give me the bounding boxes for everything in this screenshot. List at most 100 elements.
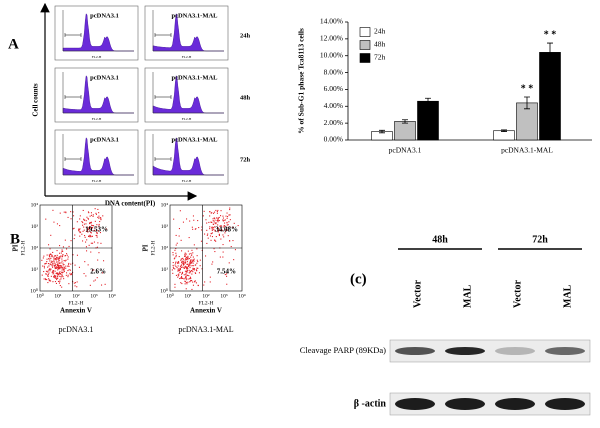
dot xyxy=(58,256,60,258)
dot xyxy=(228,221,230,223)
dot xyxy=(96,235,98,237)
dot xyxy=(202,215,204,217)
dot xyxy=(222,251,224,253)
dot xyxy=(55,282,57,284)
dot xyxy=(99,232,101,234)
error-bar xyxy=(379,129,385,134)
dot xyxy=(54,255,56,257)
dot xyxy=(61,269,63,271)
axis-label: PI xyxy=(12,244,20,251)
dot xyxy=(81,233,83,235)
dot xyxy=(94,229,96,231)
dot xyxy=(184,255,186,257)
dot xyxy=(192,256,194,258)
dot xyxy=(83,229,85,231)
dot xyxy=(65,265,67,267)
dot xyxy=(48,272,50,274)
dot xyxy=(192,269,194,271)
dot xyxy=(187,250,189,252)
blot-band xyxy=(495,398,535,410)
dot xyxy=(61,266,63,268)
dot xyxy=(189,281,191,283)
dot xyxy=(67,276,69,278)
dot xyxy=(217,217,219,219)
gate-marker xyxy=(64,95,82,99)
dot xyxy=(48,265,50,267)
dot xyxy=(83,218,85,220)
dot xyxy=(191,226,193,228)
blot-label: β -actin xyxy=(354,398,387,409)
dot xyxy=(63,271,65,273)
lane-label: Vector xyxy=(412,279,423,308)
dot xyxy=(65,267,67,269)
y-tick-label: 10³ xyxy=(161,224,169,230)
dot xyxy=(174,264,176,266)
dot xyxy=(50,253,52,255)
dot xyxy=(191,261,193,263)
dot xyxy=(74,285,76,287)
dot xyxy=(185,276,187,278)
blot-label: Cleavage PARP (89KDa) xyxy=(300,345,386,355)
dot xyxy=(58,268,60,270)
dot xyxy=(206,242,208,244)
dot xyxy=(69,269,71,271)
dot xyxy=(58,267,60,269)
dot xyxy=(188,253,190,255)
dot xyxy=(54,255,56,257)
dot xyxy=(229,209,231,211)
dot xyxy=(213,226,215,228)
dot xyxy=(215,209,217,211)
dot xyxy=(229,214,231,216)
x-tick-label: 10³ xyxy=(90,293,98,299)
dot xyxy=(89,234,91,236)
dot xyxy=(105,228,107,230)
dot xyxy=(172,252,174,254)
dot xyxy=(57,267,59,269)
legend-swatch xyxy=(359,27,371,37)
dot xyxy=(211,228,213,230)
dot xyxy=(191,288,193,290)
dot xyxy=(82,230,84,232)
lane-label: MAL xyxy=(562,284,573,308)
dot xyxy=(217,230,219,232)
dot xyxy=(82,224,84,226)
dot xyxy=(229,240,231,242)
dot xyxy=(174,257,176,259)
dot xyxy=(190,259,192,261)
dot xyxy=(186,271,188,273)
dot xyxy=(190,277,192,279)
dot xyxy=(65,212,67,214)
dot xyxy=(59,285,61,287)
dot xyxy=(191,273,193,275)
dot xyxy=(90,232,92,234)
panel-label: A xyxy=(8,36,19,52)
dot xyxy=(68,262,70,264)
dot xyxy=(186,268,188,270)
dot xyxy=(98,212,100,214)
dot xyxy=(90,236,92,238)
dot xyxy=(96,277,98,279)
dot xyxy=(182,262,184,264)
y-tick-label: 14.00% xyxy=(320,17,343,26)
dot xyxy=(184,260,186,262)
dot xyxy=(228,262,230,264)
dot xyxy=(84,236,86,238)
dot xyxy=(179,265,181,267)
dot xyxy=(56,267,58,269)
dot xyxy=(226,226,228,228)
legend-label: 72h xyxy=(374,53,386,62)
y-tick-label: 10⁰ xyxy=(160,287,169,294)
dot xyxy=(54,266,56,268)
dot xyxy=(65,211,67,213)
dot xyxy=(183,267,185,269)
dot xyxy=(98,217,100,219)
dot xyxy=(204,281,206,283)
dot xyxy=(189,276,191,278)
dot xyxy=(52,271,54,273)
dot xyxy=(61,275,63,277)
dot xyxy=(232,240,234,242)
dot xyxy=(51,272,53,274)
dot xyxy=(234,249,236,251)
dot xyxy=(43,278,45,280)
lane-label: Vector xyxy=(512,279,523,308)
